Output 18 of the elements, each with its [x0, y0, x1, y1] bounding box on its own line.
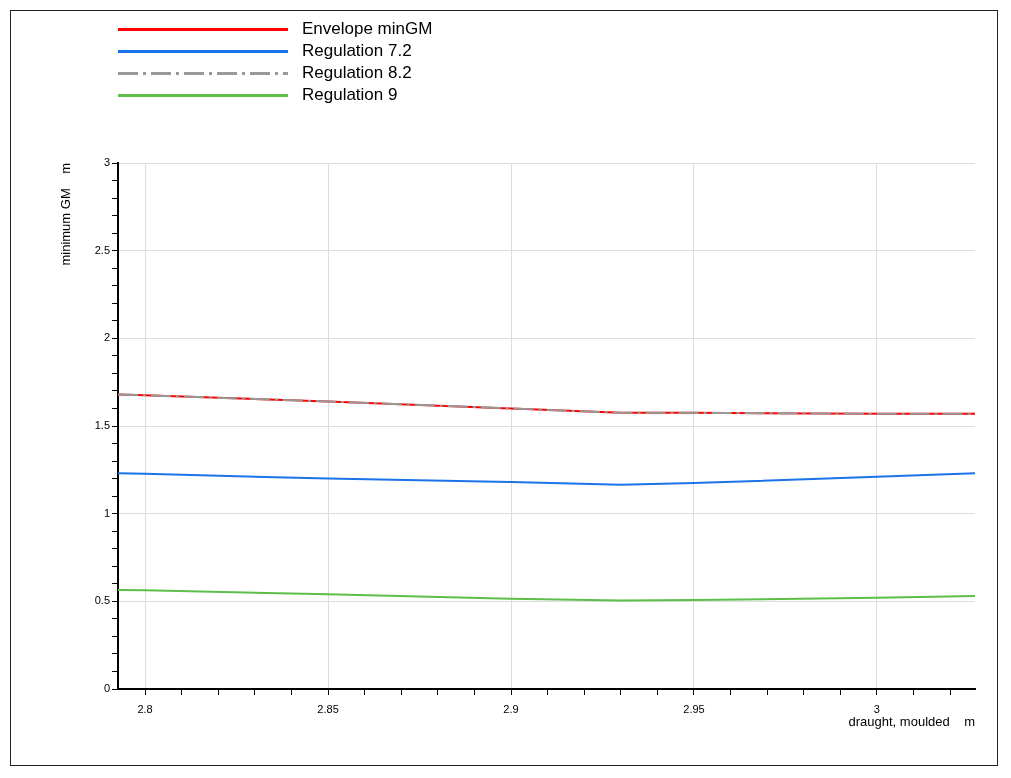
y-tick-label: 0.5 — [94, 594, 110, 607]
y-axis-title: minimum GM m — [58, 163, 74, 266]
x-tick-label: 2.85 — [317, 702, 339, 715]
x-tick-label: 2.95 — [683, 702, 705, 715]
legend-label: Envelope minGM — [302, 19, 433, 39]
x-tick-label: 2.9 — [503, 702, 519, 715]
x-tick-label: 3 — [873, 702, 880, 715]
y-tick-label: 0 — [103, 682, 110, 695]
y-tick-label: 1 — [103, 506, 110, 519]
y-tick-label: 1.5 — [94, 419, 110, 432]
x-tick-label: 2.8 — [137, 702, 153, 715]
x-axis-title: draught, moulded m — [848, 713, 975, 729]
y-tick-label: 2.5 — [94, 243, 110, 256]
y-tick-label: 3 — [103, 156, 110, 169]
legend-label: Regulation 9 — [302, 85, 398, 105]
legend-label: Regulation 8.2 — [302, 63, 412, 83]
legend-label: Regulation 7.2 — [302, 41, 412, 61]
y-tick-label: 2 — [103, 331, 110, 344]
